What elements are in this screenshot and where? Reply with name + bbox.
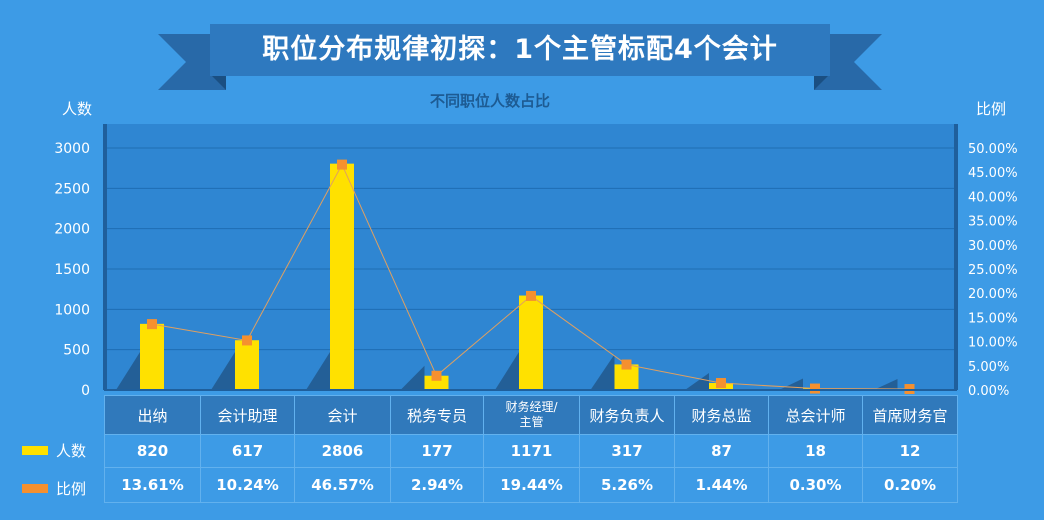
y2-tick-label: 10.00% xyxy=(968,336,1018,351)
y-tick-label: 1500 xyxy=(54,262,90,278)
ratio-data-label: 5.26% xyxy=(579,467,675,503)
count-data-label: 177 xyxy=(390,434,484,468)
bar xyxy=(519,295,543,390)
title-banner xyxy=(158,24,882,90)
x-tick-label: 会计助理 xyxy=(200,395,295,435)
bar-shadow xyxy=(495,352,519,390)
x-tick-label: 会计 xyxy=(294,395,391,435)
bar-shadow xyxy=(590,354,615,390)
y2-tick-label: 50.00% xyxy=(968,142,1018,157)
x-tick-label: 财务总监 xyxy=(674,395,769,435)
y2-tick-label: 0.00% xyxy=(968,384,1009,399)
page-title: 职位分布规律初探：1个主管标配4个会计 xyxy=(262,34,778,65)
x-tick-label: 财务经理/主管 xyxy=(483,395,580,435)
ratio-data-label: 19.44% xyxy=(483,467,580,503)
category-row: 出纳 会计助理 会计 税务专员 财务经理/主管 财务负责人 财务总监 总会计师 首席财务官 xyxy=(104,395,958,435)
ratio-point xyxy=(147,319,157,330)
ratio-point xyxy=(526,290,536,301)
x-tick-label: 首席财务官 xyxy=(862,395,958,435)
count-data-label: 1171 xyxy=(483,434,580,468)
count-data-label: 820 xyxy=(104,434,201,468)
y-tick-label: 1000 xyxy=(54,302,90,318)
y-tick-label: 500 xyxy=(63,343,90,359)
bar xyxy=(140,323,164,390)
ratio-point xyxy=(621,359,632,370)
x-tick-label: 财务负责人 xyxy=(579,395,675,435)
y2-tick-label: 15.00% xyxy=(968,311,1018,326)
y2-tick-label: 20.00% xyxy=(968,287,1018,302)
bar-shadow xyxy=(116,352,140,390)
ratio-point xyxy=(337,159,347,170)
bar xyxy=(330,163,354,390)
ratio-data-label: 0.30% xyxy=(768,467,863,503)
y2-tick-label: 30.00% xyxy=(968,239,1018,254)
count-data-label: 617 xyxy=(200,434,295,468)
legend-swatch-bar xyxy=(22,446,48,455)
x-tick-label: 税务专员 xyxy=(390,395,484,435)
count-data-label: 2806 xyxy=(294,434,391,468)
count-data-label: 317 xyxy=(579,434,675,468)
bar xyxy=(235,340,259,390)
ratio-row: 13.61% 10.24% 46.57% 2.94% 19.44% 5.26% 1.44% 0… xyxy=(104,467,958,503)
legend-label: 比例 xyxy=(56,480,87,498)
bar xyxy=(424,375,449,390)
y2-tick-label: 25.00% xyxy=(968,263,1018,278)
ratio-point xyxy=(716,378,726,389)
chart-plot: 0 500 1000 1500 2000 2500 3000 0.00% 5.00% 10.00%… xyxy=(54,124,1018,399)
legend-label: 人数 xyxy=(56,442,87,460)
ratio-data-label: 2.94% xyxy=(390,467,484,503)
ratio-point xyxy=(810,383,820,394)
bar-shadow xyxy=(685,372,709,390)
bar-shadow xyxy=(306,352,330,390)
ratio-data-label: 13.61% xyxy=(104,467,201,503)
ratio-data-label: 10.24% xyxy=(200,467,295,503)
data-table: 出纳 会计助理 会计 税务专员 财务经理/主管 财务负责人 财务总监 总会计师 首席财务官 82… xyxy=(104,395,958,503)
y2-axis-label: 比例 xyxy=(976,100,1007,118)
legend-swatch-line xyxy=(22,484,48,493)
count-data-label: 87 xyxy=(674,434,769,468)
count-row: 820 617 2806 177 1171 317 87 18 12 xyxy=(104,434,958,468)
legend-item-count: 人数 xyxy=(22,440,86,461)
ratio-point xyxy=(242,335,252,346)
chart-subtitle: 不同职位人数占比 xyxy=(429,92,550,110)
y2-tick-label: 35.00% xyxy=(968,215,1018,230)
y-axis-label: 人数 xyxy=(62,100,93,118)
y-tick-label: 2000 xyxy=(54,222,90,238)
y-tick-label: 2500 xyxy=(54,181,90,197)
ratio-data-label: 46.57% xyxy=(294,467,391,503)
y-tick-label: 0 xyxy=(81,383,90,399)
ratio-data-label: 0.20% xyxy=(862,467,958,503)
y2-tick-label: 5.00% xyxy=(968,360,1009,375)
bar-shadow xyxy=(400,365,425,390)
legend-item-ratio: 比例 xyxy=(22,478,86,499)
y-tick-label: 3000 xyxy=(54,141,90,157)
ratio-point xyxy=(431,370,442,381)
count-data-label: 18 xyxy=(768,434,863,468)
bar-shadow xyxy=(211,352,235,390)
bar-shadow xyxy=(873,379,898,390)
y2-tick-label: 40.00% xyxy=(968,190,1018,205)
count-data-label: 12 xyxy=(862,434,958,468)
x-tick-label: 总会计师 xyxy=(768,395,863,435)
x-tick-label: 出纳 xyxy=(104,395,201,435)
y2-tick-label: 45.00% xyxy=(968,166,1018,181)
ratio-data-label: 1.44% xyxy=(674,467,769,503)
